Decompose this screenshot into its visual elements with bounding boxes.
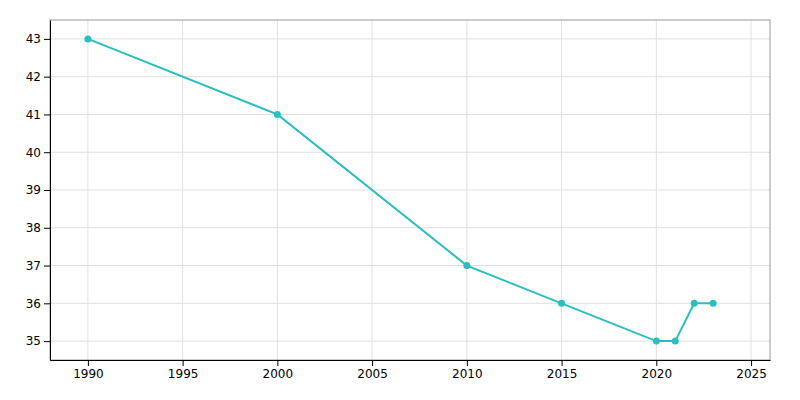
point [84, 35, 91, 42]
x-tick-mark [183, 360, 184, 366]
point [691, 300, 698, 307]
y-grid-line [50, 303, 770, 304]
x-tick: 2025 [736, 360, 767, 381]
y-tick-label: 40 [26, 146, 41, 160]
x-tick-mark [88, 360, 89, 366]
chart-container: 1990 1995 2000 2005 2010 2015 2020 2025 35 36 37 38… [0, 0, 800, 400]
x-axis-line [51, 360, 771, 361]
x-tick: 2000 [263, 360, 294, 381]
x-tick: 2020 [642, 360, 673, 381]
y-tick: 39 [26, 183, 50, 197]
x-tick-mark [372, 360, 373, 366]
y-tick-mark [44, 303, 50, 304]
y-tick-label: 43 [26, 32, 41, 46]
point [558, 300, 565, 307]
y-grid-line [50, 38, 770, 39]
x-tick-label: 2025 [736, 367, 767, 381]
y-tick-label: 35 [26, 334, 41, 348]
x-tick: 1995 [168, 360, 199, 381]
y-tick-label: 41 [26, 108, 41, 122]
y-grid-line [50, 190, 770, 191]
x-tick: 1990 [73, 360, 104, 381]
x-tick: 2015 [547, 360, 578, 381]
y-grid-line [50, 152, 770, 153]
x-tick-mark [277, 360, 278, 366]
y-tick: 36 [26, 297, 50, 311]
line [88, 39, 713, 341]
x-tick-mark [751, 360, 752, 366]
point [463, 262, 470, 269]
y-tick-label: 36 [26, 297, 41, 311]
x-tick-label: 2005 [357, 367, 388, 381]
y-tick-mark [44, 39, 50, 40]
point [672, 338, 679, 345]
y-tick-mark [44, 341, 50, 342]
y-tick-mark [44, 152, 50, 153]
y-tick-mark [44, 190, 50, 191]
y-tick-label: 37 [26, 259, 41, 273]
y-tick-label: 38 [26, 221, 41, 235]
y-grid-line [50, 114, 770, 115]
x-tick: 2005 [357, 360, 388, 381]
y-tick: 43 [26, 32, 50, 46]
point [274, 111, 281, 118]
x-tick-label: 1995 [168, 367, 199, 381]
x-tick-mark [562, 360, 563, 366]
x-tick-label: 2000 [263, 367, 294, 381]
y-tick: 42 [26, 70, 50, 84]
y-axis: 35 36 37 38 39 40 41 42 43 [26, 21, 51, 361]
x-tick-label: 1990 [73, 367, 104, 381]
y-tick: 40 [26, 146, 50, 160]
plot-area [84, 35, 716, 344]
y-tick-mark [44, 77, 50, 78]
chart: 1990 1995 2000 2005 2010 2015 2020 2025 35 36 37 38… [0, 0, 800, 400]
y-tick-mark [44, 266, 50, 267]
y-tick-mark [44, 228, 50, 229]
y-grid-line [50, 76, 770, 77]
x-tick-label: 2015 [547, 367, 578, 381]
x-tick-label: 2020 [642, 367, 673, 381]
y-grid-line [50, 265, 770, 266]
y-tick: 41 [26, 108, 50, 122]
x-axis: 1990 1995 2000 2005 2010 2015 2020 2025 [51, 360, 771, 381]
y-tick: 38 [26, 221, 50, 235]
point [710, 300, 717, 307]
y-tick-label: 42 [26, 70, 41, 84]
plot-frame [50, 20, 770, 360]
grid [50, 20, 770, 360]
x-tick-mark [656, 360, 657, 366]
y-grid-line [50, 227, 770, 228]
x-tick: 2010 [452, 360, 483, 381]
y-tick: 35 [26, 334, 50, 348]
x-tick-mark [467, 360, 468, 366]
y-axis-line [50, 21, 51, 361]
y-tick-label: 39 [26, 183, 41, 197]
y-tick: 37 [26, 259, 50, 273]
x-tick-label: 2010 [452, 367, 483, 381]
point [653, 338, 660, 345]
y-tick-mark [44, 114, 50, 115]
